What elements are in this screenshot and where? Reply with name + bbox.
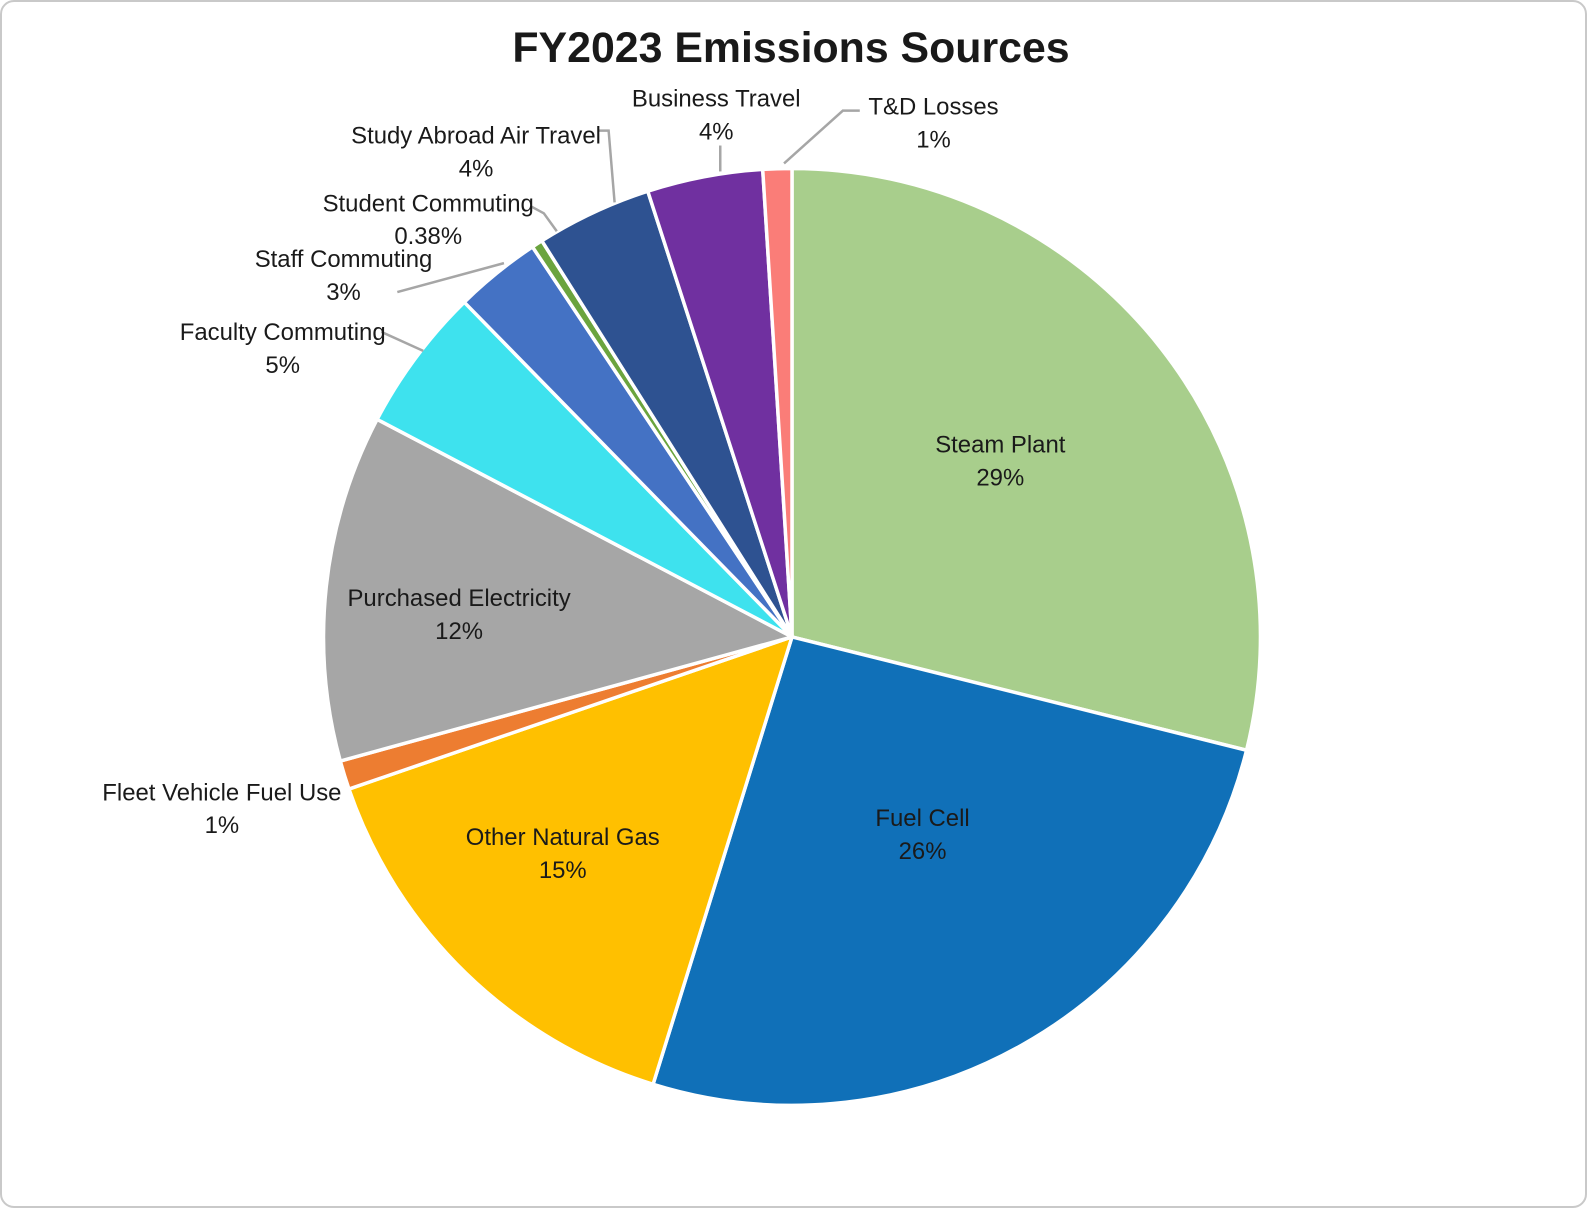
leader-line-study-abroad-air-travel xyxy=(597,129,616,203)
slice-label-faculty-commuting: Faculty Commuting 5% xyxy=(180,319,386,379)
leader-line-t-d-losses xyxy=(783,109,860,165)
pie-slice-other-natural-gas[interactable] xyxy=(347,635,794,1087)
chart-title: FY2023 Emissions Sources xyxy=(512,24,1069,72)
slice-label-fleet-vehicle-fuel-use: Fleet Vehicle Fuel Use 1% xyxy=(102,779,341,839)
pie-slice-t-d-losses[interactable] xyxy=(760,166,794,639)
slice-label-t-d-losses: T&D Losses 1% xyxy=(868,94,998,154)
pie-slice-purchased-electricity[interactable] xyxy=(321,417,794,763)
pie-slice-steam-plant[interactable] xyxy=(790,166,1263,752)
leader-line-student-commuting xyxy=(530,205,558,232)
slice-label-fuel-cell: Fuel Cell 26% xyxy=(875,805,969,865)
pie-slice-fuel-cell[interactable] xyxy=(651,635,1249,1108)
slice-label-other-natural-gas: Other Natural Gas 15% xyxy=(466,824,660,884)
slice-label-student-commuting: Student Commuting 0.38% xyxy=(323,190,534,250)
slice-label-purchased-electricity: Purchased Electricity 12% xyxy=(348,585,571,645)
slice-labels: Steam Plant 29% Fuel Cell 26% Other Natural … xyxy=(102,86,1065,884)
slice-label-steam-plant: Steam Plant 29% xyxy=(935,432,1066,492)
leader-line-staff-commuting xyxy=(396,261,505,294)
slice-label-staff-commuting: Staff Commuting 3% xyxy=(255,246,433,306)
leader-lines xyxy=(380,109,860,352)
slice-label-study-abroad-air-travel: Study Abroad Air Travel 4% xyxy=(351,123,601,183)
leader-line-faculty-commuting xyxy=(380,330,424,352)
slice-label-business-travel: Business Travel 4% xyxy=(632,86,801,146)
pie-slice-faculty-commuting[interactable] xyxy=(375,300,794,639)
pie-slices xyxy=(321,166,1263,1108)
